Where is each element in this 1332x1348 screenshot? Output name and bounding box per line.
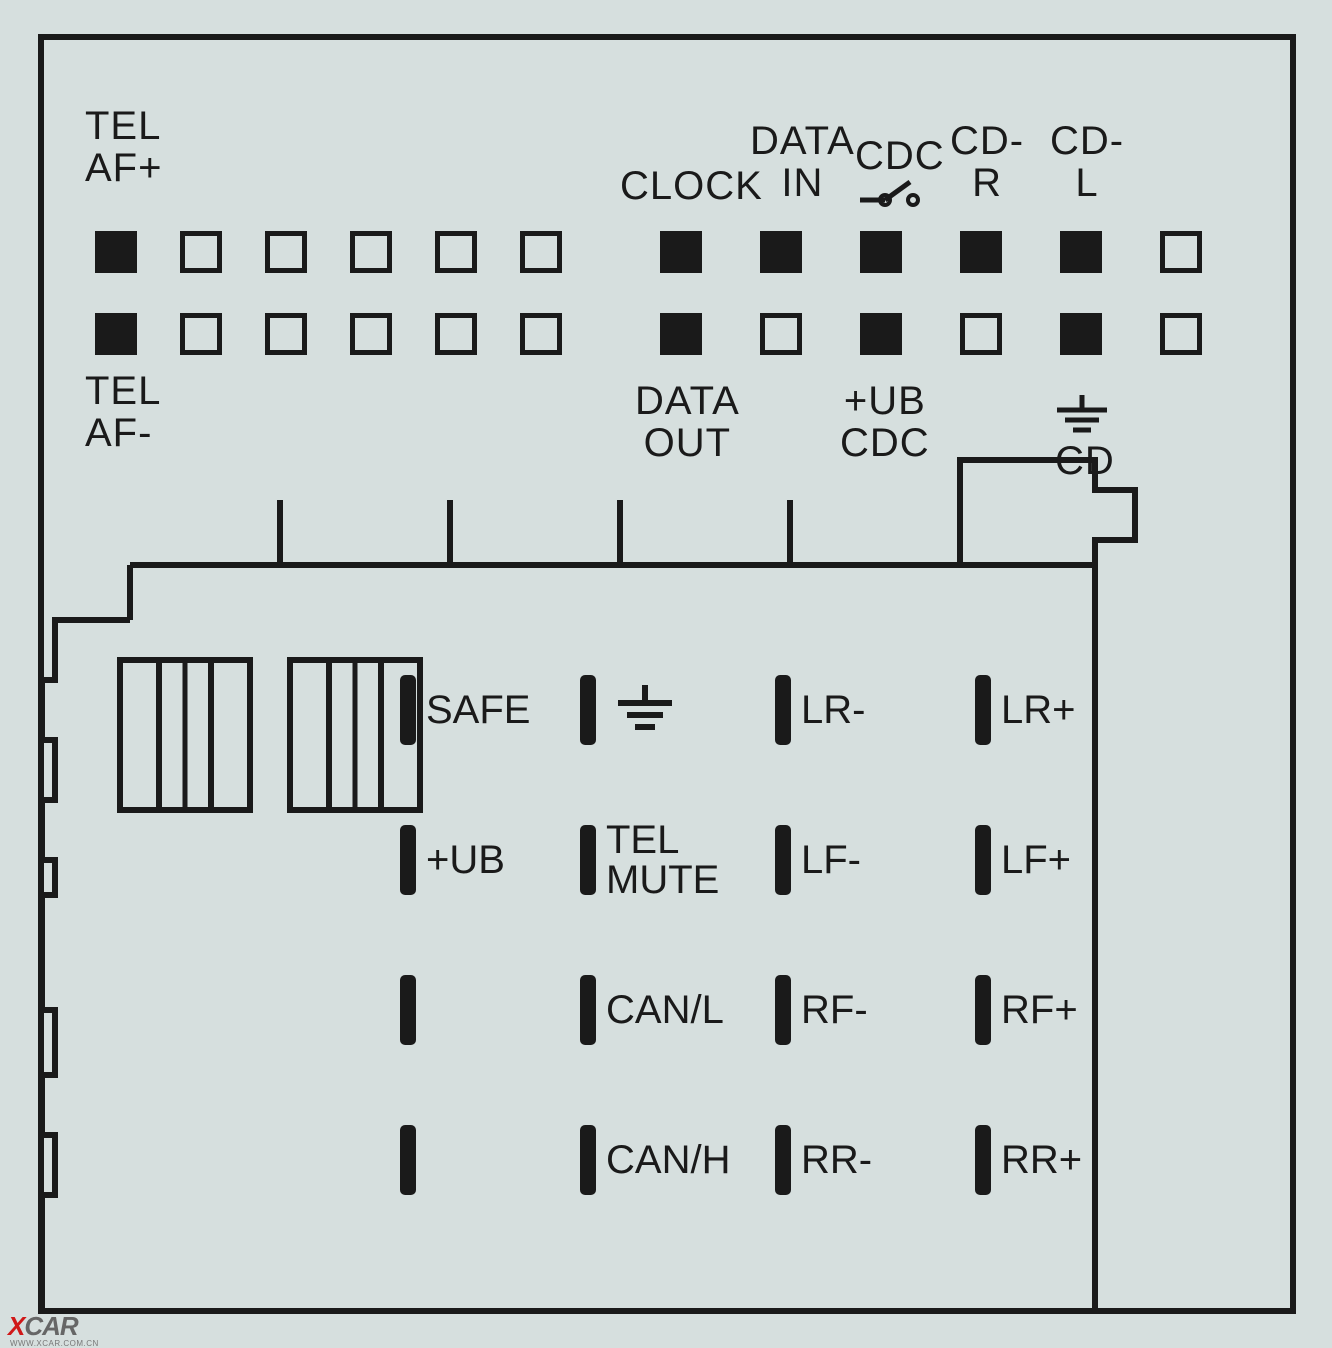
slot-r2-c3	[975, 975, 991, 1045]
pin-left-r1-c1	[180, 313, 222, 355]
slot-label-r2-c2: RF-	[801, 990, 868, 1030]
slot-label-r3-c1: CAN/H	[606, 1140, 730, 1180]
ground-mid-icon	[610, 685, 680, 740]
pin-left-r0-c1	[180, 231, 222, 273]
pin-left-r1-c3	[350, 313, 392, 355]
slot-r3-c2	[775, 1125, 791, 1195]
slot-r1-c1	[580, 825, 596, 895]
pin-right-r1-c0	[660, 313, 702, 355]
diagram-page: TELAF+ TELAF- CLOCK DATAIN CDC CD-R CD-L…	[0, 0, 1332, 1348]
slot-label-r1-c1: TEL MUTE	[606, 820, 719, 900]
pin-left-r0-c5	[520, 231, 562, 273]
slot-label-r2-c1: CAN/L	[606, 990, 724, 1030]
slot-r2-c2	[775, 975, 791, 1045]
slot-r3-c1	[580, 1125, 596, 1195]
pin-right-r0-c0	[660, 231, 702, 273]
slot-label-r0-c2: LR-	[801, 690, 865, 730]
pin-right-r0-c1	[760, 231, 802, 273]
slot-r1-c2	[775, 825, 791, 895]
pin-right-r1-c5	[1160, 313, 1202, 355]
watermark-url: WWW.XCAR.COM.CN	[10, 1339, 99, 1348]
pin-right-r1-c4	[1060, 313, 1102, 355]
slot-r3-c0	[400, 1125, 416, 1195]
slot-r0-c2	[775, 675, 791, 745]
pin-left-r0-c3	[350, 231, 392, 273]
pin-left-r1-c5	[520, 313, 562, 355]
pin-left-r0-c0	[95, 231, 137, 273]
pin-right-r0-c2	[860, 231, 902, 273]
slot-r1-c0	[400, 825, 416, 895]
slot-r1-c3	[975, 825, 991, 895]
pin-right-r0-c3	[960, 231, 1002, 273]
slot-label-r1-c3: LF+	[1001, 840, 1071, 880]
slot-r2-c0	[400, 975, 416, 1045]
watermark-logo: XCAR	[8, 1311, 78, 1342]
slot-r0-c1	[580, 675, 596, 745]
slot-label-r0-c0: SAFE	[426, 690, 530, 730]
slot-r0-c3	[975, 675, 991, 745]
pin-right-r1-c1	[760, 313, 802, 355]
slot-label-r0-c3: LR+	[1001, 690, 1076, 730]
pin-left-r1-c2	[265, 313, 307, 355]
slot-r3-c3	[975, 1125, 991, 1195]
pin-left-r1-c4	[435, 313, 477, 355]
pin-right-r0-c4	[1060, 231, 1102, 273]
slot-label-r2-c3: RF+	[1001, 990, 1078, 1030]
pin-left-r0-c2	[265, 231, 307, 273]
slot-label-r3-c2: RR-	[801, 1140, 872, 1180]
slot-r0-c0	[400, 675, 416, 745]
pin-right-r1-c3	[960, 313, 1002, 355]
slot-label-r1-c0: +UB	[426, 840, 505, 880]
pin-left-r0-c4	[435, 231, 477, 273]
slot-label-r1-c2: LF-	[801, 840, 861, 880]
watermark-x: X	[8, 1311, 24, 1341]
slot-label-r3-c3: RR+	[1001, 1140, 1082, 1180]
pin-right-r1-c2	[860, 313, 902, 355]
slot-r2-c1	[580, 975, 596, 1045]
pin-left-r1-c0	[95, 313, 137, 355]
watermark-car: CAR	[24, 1311, 77, 1341]
fuse-box-0	[115, 655, 255, 815]
pin-right-r0-c5	[1160, 231, 1202, 273]
